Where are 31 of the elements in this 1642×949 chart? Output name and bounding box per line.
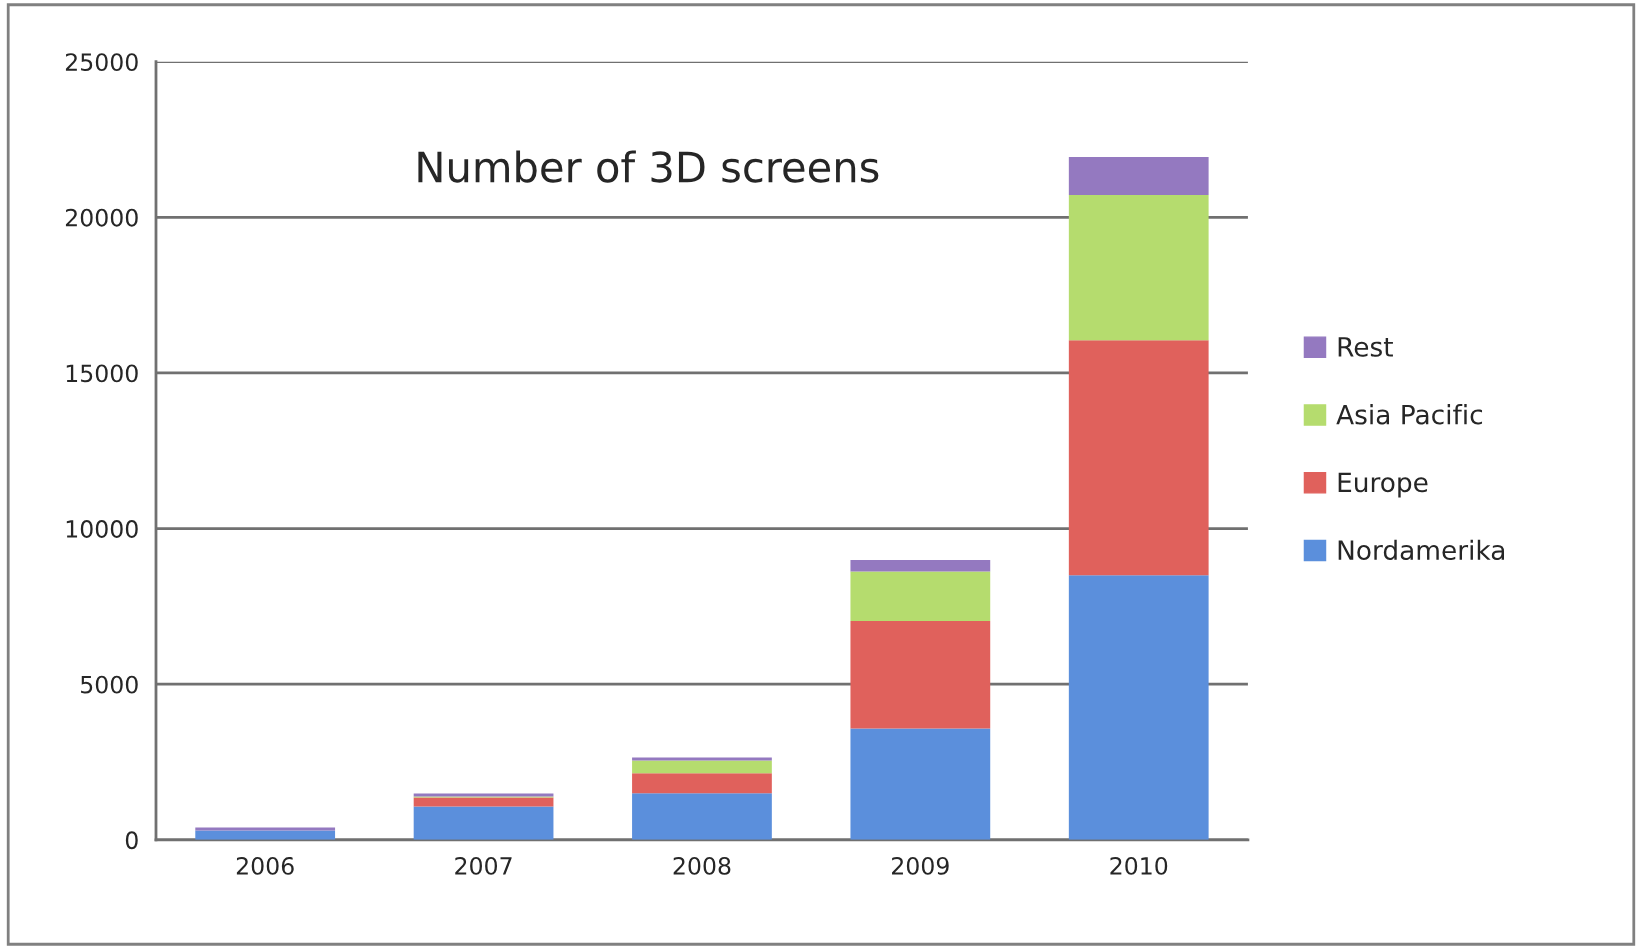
bar [413,806,554,840]
y-tick-label: 20000 [65,208,138,227]
bar [1068,575,1209,840]
y-tick-label: 15000 [66,364,138,383]
legend-label: Asia Pacific [1336,404,1483,425]
bar [1068,194,1209,341]
bar [632,757,772,761]
x-tick-label: 2010 [1110,856,1168,875]
x-tick-label: 2007 [455,856,512,875]
x-tick-label: 2009 [892,856,949,875]
y-tick-label: 5000 [81,675,138,694]
x-tick-label: 2008 [673,856,731,875]
bar [632,760,772,774]
text: Number of 3D screens [418,150,879,183]
legend-label: Rest [1338,337,1393,357]
x-tick-label: 2006 [236,856,294,875]
bar [1068,340,1209,576]
legend-label: Nordamerika [1338,539,1505,561]
bar [195,827,336,831]
y-tick-label: 25000 [65,53,138,71]
bar [850,728,991,840]
bar [632,773,772,794]
y-tick-label: 10000 [66,520,138,538]
bar [413,797,554,807]
bar [1068,156,1209,195]
y-tick-label: 0 [125,831,138,850]
bar [632,793,772,840]
bar [850,621,991,729]
bar [850,571,991,622]
legend-label: Europe [1338,472,1428,498]
bar [850,560,991,572]
